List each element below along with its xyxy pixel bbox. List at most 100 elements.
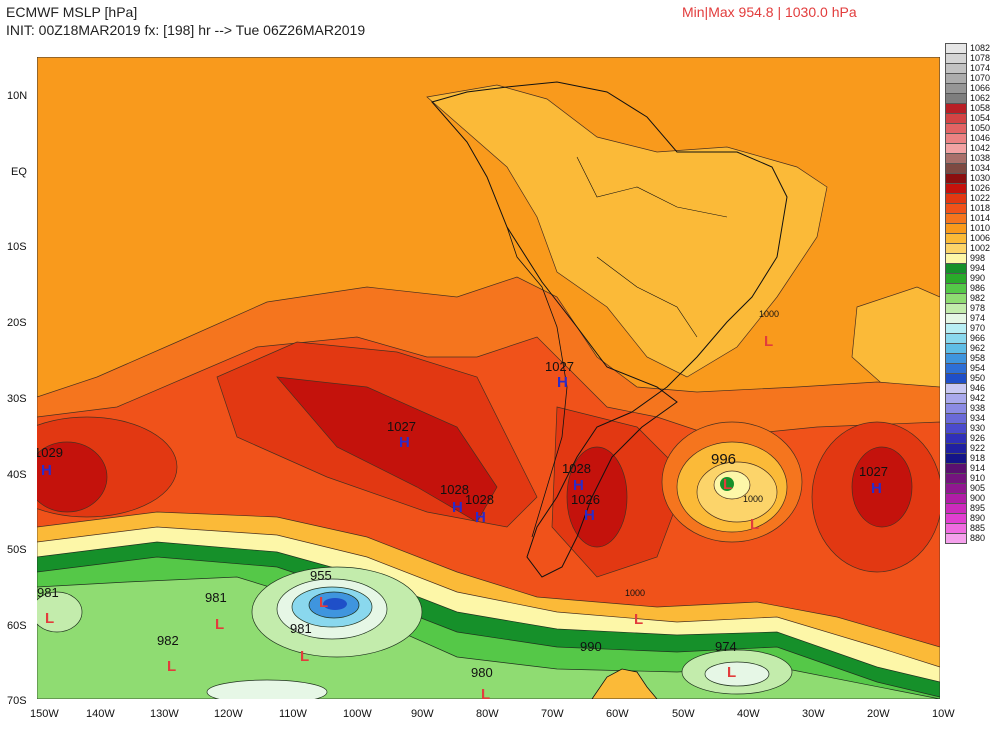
colorbar-label: 938 [970,403,986,413]
colorbar-label: 914 [970,463,986,473]
colorbar-label: 1022 [970,193,991,203]
colorbar-label: 1034 [970,163,991,173]
low-center-marker: L [750,516,759,533]
colorbar-label: 1018 [970,203,991,213]
lon-label: 120W [214,708,243,720]
colorbar-label: 1082 [970,43,991,53]
colorbar-label: 1046 [970,133,991,143]
colorbar-label: 1026 [970,183,991,193]
lat-label: 10N [7,90,27,102]
lat-label: 50S [7,544,27,556]
lat-label: EQ [11,166,27,178]
pressure-center-value: 1028 [562,461,591,476]
pressure-center-value: 1000 [759,309,779,319]
lon-label: 130W [150,708,179,720]
colorbar-label: 1038 [970,153,991,163]
colorbar-label: 966 [970,333,986,343]
lat-label: 30S [7,393,27,405]
lon-label: 30W [802,708,825,720]
longitude-labels: 150W 140W 130W 120W 110W 100W 90W 80W 70… [30,708,955,720]
pressure-center-value: 974 [715,639,737,654]
chart-title: ECMWF MSLP [hPa] [6,4,138,20]
colorbar-label: 958 [970,353,986,363]
lon-label: 10W [932,708,955,720]
lon-label: 90W [411,708,434,720]
colorbar-label: 918 [970,453,986,463]
pressure-center-value: 1027 [859,464,888,479]
lon-label: 100W [343,708,372,720]
pressure-center-labels: 1029 H 1027 H 1028 H 1028 H 1027 H 1028 … [37,309,888,699]
colorbar-label: 1074 [970,63,991,73]
pressure-center-value: 981 [290,621,312,636]
pressure-center-value: 1026 [571,492,600,507]
colorbar-label: 962 [970,343,986,353]
pressure-center-value: 982 [157,633,179,648]
mslp-map: 1029 H 1027 H 1028 H 1028 H 1027 H 1028 … [37,57,940,699]
colorbar-label: 1002 [970,243,991,253]
min-max-readout: Min|Max 954.8 | 1030.0 hPa [682,4,857,20]
init-forecast-time: INIT: 00Z18MAR2019 fx: [198] hr --> Tue … [6,22,366,38]
high-center-marker: H [573,477,584,494]
pressure-center-value: 996 [711,451,736,468]
colorbar-label: 1062 [970,93,991,103]
high-center-marker: H [557,374,568,391]
colorbar-label: 1010 [970,223,991,233]
colorbar-label: 990 [970,273,986,283]
pressure-center-value: 981 [37,585,59,600]
low-center-marker: L [45,610,54,627]
high-center-marker: H [475,509,486,526]
colorbar-label: 900 [970,493,986,503]
low-center-marker: L [215,616,224,633]
colorbar-label: 934 [970,413,986,423]
colorbar-label: 946 [970,383,986,393]
lon-label: 70W [541,708,564,720]
pressure-center-value: 1028 [440,482,469,497]
colorbar-label: 1054 [970,113,991,123]
colorbar-label: 970 [970,323,986,333]
pressure-center-value: 1027 [387,419,416,434]
colorbar-label: 974 [970,313,986,323]
lon-label: 20W [867,708,890,720]
colorbar-label: 1006 [970,233,991,243]
lon-label: 150W [30,708,59,720]
colorbar-label: 1050 [970,123,991,133]
pressure-center-value: 981 [205,590,227,605]
lon-label: 140W [86,708,115,720]
pressure-center-value: 1027 [545,359,574,374]
lon-label: 80W [476,708,499,720]
pressure-center-value: 1000 [625,588,645,598]
pressure-colorbar: 1082 1078 1074 1070 1066 1062 1058 1054 1050 1046… [945,43,990,544]
low-center-marker: L [300,648,309,665]
lon-label: 50W [672,708,695,720]
colorbar-label: 895 [970,503,986,513]
colorbar-label: 942 [970,393,986,403]
high-center-marker: H [41,462,52,479]
colorbar-label: 1042 [970,143,991,153]
lon-label: 60W [606,708,629,720]
low-center-marker: L [319,594,328,611]
pressure-center-value: 1029 [37,445,63,460]
high-center-marker: H [584,507,595,524]
pressure-center-value: 990 [580,639,602,654]
high-center-marker: H [452,499,463,516]
high-center-marker: H [871,480,882,497]
low-center-marker: L [764,333,773,350]
colorbar-label: 982 [970,293,986,303]
colorbar-label: 1070 [970,73,991,83]
colorbar-label: 926 [970,433,986,443]
low-center-marker: L [167,658,176,675]
high-center-marker: H [399,434,410,451]
pressure-center-value: 980 [471,665,493,680]
latitude-labels: 10N EQ 10S 20S 30S 40S 50S 60S 70S [7,90,27,707]
colorbar-label: 1066 [970,83,991,93]
low-center-marker: L [634,611,643,628]
pressure-center-value: 1028 [465,492,494,507]
colorbar-label: 994 [970,263,986,273]
low-center-marker: L [481,686,490,699]
pressure-center-value: 1000 [743,494,763,504]
lat-label: 20S [7,317,27,329]
colorbar-label: 922 [970,443,986,453]
lon-label: 110W [279,708,308,720]
low-center-marker: L [727,664,736,681]
